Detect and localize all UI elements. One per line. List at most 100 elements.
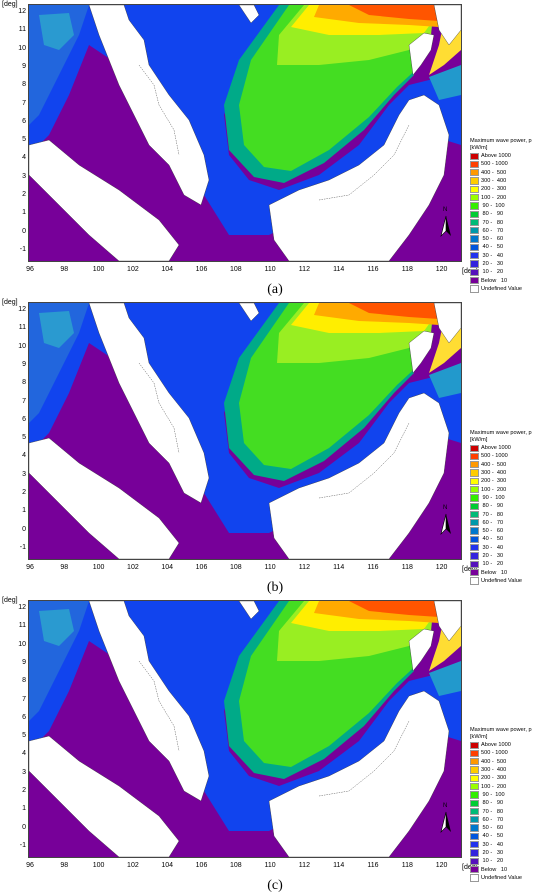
- philippines-landmass: [433, 303, 461, 344]
- legend-swatch: [470, 857, 479, 865]
- y-tick-label: 4: [22, 154, 26, 162]
- legend-swatch: [470, 452, 479, 461]
- legend-entry: Undefined Value: [470, 285, 550, 293]
- legend-swatch: [470, 874, 479, 882]
- x-tick-label: 100: [92, 266, 105, 273]
- x-tick-label: 104: [161, 862, 174, 869]
- legend-swatch: [470, 243, 479, 252]
- x-tick-label: 114: [333, 564, 345, 571]
- indochina-landmass: [238, 303, 260, 322]
- legend-label: 200 - 300: [481, 186, 507, 193]
- legend-entry: 200 - 300: [470, 774, 550, 782]
- x-tick-label: 120: [435, 266, 448, 273]
- x-tick-label: 98: [60, 266, 69, 273]
- legend-label: 90 - 100: [481, 791, 505, 798]
- legend-entry: 300 - 400: [470, 469, 550, 477]
- x-tick-label: 98: [60, 862, 69, 869]
- north-arrow: N: [438, 207, 454, 243]
- map-panel-a: [deg]: [0, 1, 550, 300]
- x-tick-label: 98: [60, 564, 69, 571]
- ocean-red-orange-zone: [349, 601, 449, 617]
- legend-entry: 400 - 500: [470, 169, 550, 177]
- legend-swatch: [470, 527, 479, 535]
- legend-label: 70 - 80: [481, 808, 504, 815]
- legend-label: Above 1000: [481, 153, 511, 160]
- legend-swatch: [470, 494, 479, 502]
- north-arrow-icon: [440, 215, 451, 237]
- y-tick-label: 10: [18, 640, 26, 648]
- legend-swatch: [470, 260, 479, 268]
- legend-entry: 30 - 40: [470, 252, 550, 260]
- legend-label: 400 - 500: [481, 461, 507, 468]
- legend-entry: 100 - 200: [470, 782, 550, 791]
- y-tick-label: 5: [22, 732, 26, 740]
- x-tick-label: 118: [401, 266, 413, 273]
- y-tick-label: 5: [22, 434, 26, 442]
- legend-label: 40 - 50: [481, 244, 504, 251]
- legend-label: 10 - 20: [481, 858, 504, 865]
- map-legend: Maximum wave power, p [kW/m] Above 1000 5…: [470, 727, 550, 882]
- legend-swatch: [470, 160, 479, 169]
- legend-swatch: [470, 766, 479, 774]
- legend-swatch: [470, 485, 479, 494]
- y-tick-label: 2: [22, 191, 26, 198]
- legend-entry: Above 1000: [470, 741, 550, 749]
- legend-label: 500 - 1000: [481, 750, 508, 757]
- sumatra-landmass: [29, 139, 180, 261]
- x-axis-unit-label: [deg]: [462, 268, 478, 275]
- legend-entry: 200 - 300: [470, 477, 550, 485]
- y-tick-label: 3: [22, 172, 26, 180]
- y-tick-label: 4: [22, 452, 26, 460]
- y-tick-label: 6: [22, 415, 26, 423]
- legend-entry: 20 - 30: [470, 552, 550, 560]
- wave-power-contour-map: [29, 601, 461, 857]
- x-tick-label: 110: [264, 266, 276, 273]
- legend-label: 500 - 1000: [481, 161, 508, 168]
- y-tick-label: 10: [18, 342, 26, 350]
- x-tick-label: 96: [26, 266, 34, 273]
- borneo-landmass: [268, 392, 450, 559]
- legend-label: 50 - 60: [481, 528, 504, 535]
- legend-entry: 50 - 60: [470, 527, 550, 535]
- legend-label: 400 - 500: [481, 169, 507, 176]
- y-axis-unit-label: [deg]: [2, 597, 18, 604]
- x-tick-label: 106: [195, 266, 208, 273]
- y-tick-label: 8: [22, 379, 26, 387]
- legend-swatch: [470, 152, 479, 160]
- legend-swatch: [470, 568, 479, 577]
- legend-swatch: [470, 807, 479, 816]
- y-tick-label: 9: [22, 360, 26, 368]
- legend-entry: 500 - 1000: [470, 452, 550, 461]
- sumatra-landmass: [29, 437, 180, 559]
- y-tick-label: -1: [19, 543, 26, 551]
- legend-entry: Below 10: [470, 568, 550, 577]
- x-tick-label: 108: [229, 564, 242, 571]
- legend-label: Below 10: [481, 569, 508, 576]
- x-tick-label: 118: [401, 862, 413, 869]
- y-tick-label: 0: [22, 823, 26, 831]
- legend-entry: Below 10: [470, 276, 550, 285]
- legend-entry: 50 - 60: [470, 235, 550, 243]
- x-tick-label: 106: [195, 564, 208, 571]
- legend-label: Below 10: [481, 866, 508, 873]
- legend-label: Below 10: [481, 277, 508, 284]
- y-tick-label: 5: [22, 136, 26, 144]
- legend-label: 40 - 50: [481, 536, 504, 543]
- x-tick-label: 102: [127, 266, 139, 273]
- legend-entry: 100 - 200: [470, 193, 550, 202]
- legend-entry: 50 - 60: [470, 824, 550, 832]
- legend-label: 30 - 40: [481, 252, 504, 259]
- x-tick-label: 116: [367, 266, 379, 273]
- y-tick-label: 3: [22, 470, 26, 478]
- y-tick-label: 0: [22, 227, 26, 235]
- y-tick-label: 3: [22, 768, 26, 776]
- legend-label: 300 - 400: [481, 767, 507, 774]
- legend-label: 20 - 30: [481, 850, 504, 856]
- palawan-landmass: [408, 330, 435, 374]
- legend-entry: 500 - 1000: [470, 749, 550, 758]
- y-tick-label: 2: [22, 787, 26, 794]
- legend-swatch: [470, 849, 479, 857]
- legend-swatch: [470, 461, 479, 469]
- x-tick-label: 100: [92, 862, 105, 869]
- legend-swatch: [470, 177, 479, 185]
